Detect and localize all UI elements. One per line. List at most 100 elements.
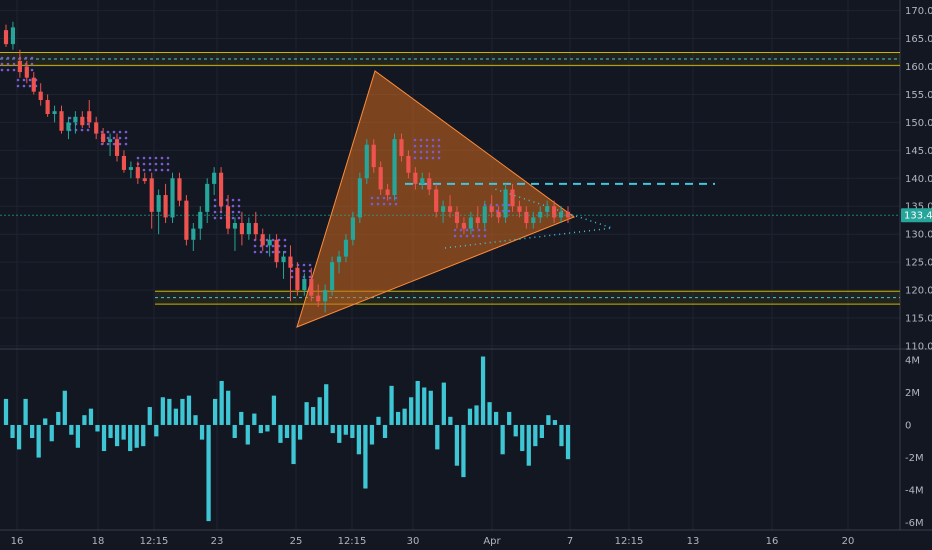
candle bbox=[184, 195, 189, 246]
candle-body bbox=[545, 206, 550, 212]
pattern-dot bbox=[437, 156, 441, 160]
x-tick-label: 16 bbox=[11, 536, 24, 547]
pattern-dot bbox=[370, 196, 374, 200]
candle-body bbox=[170, 178, 175, 218]
pattern-dot bbox=[148, 156, 152, 160]
pattern-dot bbox=[160, 168, 164, 172]
x-tick-label: 12:15 bbox=[338, 536, 367, 547]
pattern-dot bbox=[6, 62, 10, 66]
pattern-dot bbox=[370, 202, 374, 206]
candle-body bbox=[357, 178, 362, 218]
volume-bar bbox=[114, 424, 120, 447]
volume-tick-label: 0 bbox=[905, 420, 911, 431]
volume-bar bbox=[180, 398, 185, 425]
candle bbox=[45, 94, 50, 117]
candle bbox=[246, 217, 251, 240]
candle bbox=[461, 217, 467, 235]
candle-body bbox=[10, 27, 16, 45]
pattern-dot bbox=[22, 78, 26, 82]
candle-body bbox=[454, 211, 460, 224]
pattern-dot bbox=[413, 150, 417, 154]
pattern-dot bbox=[471, 234, 475, 238]
volume-bar bbox=[428, 390, 433, 425]
candle bbox=[552, 200, 557, 224]
y-tick-label: 150.00 bbox=[905, 118, 932, 129]
volume-bar bbox=[520, 424, 525, 452]
candle-body bbox=[468, 217, 473, 229]
candle bbox=[427, 172, 432, 196]
candle bbox=[371, 139, 376, 173]
pattern-dot bbox=[136, 156, 140, 160]
candle bbox=[267, 234, 272, 257]
candle bbox=[288, 245, 293, 302]
candle-body bbox=[316, 295, 321, 302]
candle-body bbox=[427, 178, 432, 190]
volume-bar bbox=[441, 382, 446, 425]
pattern-dot bbox=[437, 138, 441, 142]
candle-body bbox=[503, 189, 508, 218]
candle-body bbox=[184, 200, 189, 240]
volume-bar bbox=[467, 408, 473, 425]
candle bbox=[101, 127, 106, 145]
pattern-dot bbox=[28, 84, 32, 88]
candle bbox=[24, 60, 29, 84]
volume-bar bbox=[513, 424, 518, 437]
candle-body bbox=[101, 133, 106, 142]
pattern-dot bbox=[231, 216, 235, 220]
pattern-dot bbox=[237, 210, 241, 214]
volume-bar bbox=[539, 424, 544, 438]
candle-body bbox=[3, 30, 9, 45]
pattern-dot bbox=[425, 138, 429, 142]
candle bbox=[302, 273, 307, 296]
pattern-dot bbox=[259, 250, 263, 254]
y-tick-label: 160.00 bbox=[905, 62, 932, 73]
candle-body bbox=[461, 223, 467, 229]
candle-body bbox=[510, 189, 515, 207]
candle-body bbox=[45, 100, 50, 115]
pattern-dot bbox=[376, 202, 380, 206]
pattern-dot bbox=[471, 228, 475, 232]
pattern-dot bbox=[459, 234, 463, 238]
pattern-dot bbox=[290, 275, 294, 279]
volume-bar bbox=[493, 411, 499, 425]
y-tick-label: 170.00 bbox=[905, 6, 932, 17]
volume-bar bbox=[88, 408, 94, 425]
volume-bar bbox=[69, 424, 74, 435]
pattern-dot bbox=[308, 275, 312, 279]
candle-body bbox=[198, 211, 203, 229]
pattern-dot bbox=[80, 128, 84, 132]
candle-body bbox=[489, 206, 494, 212]
volume-bar bbox=[448, 416, 453, 425]
x-tick-label: 16 bbox=[766, 536, 779, 547]
candle bbox=[10, 21, 16, 50]
volume-bar bbox=[350, 424, 355, 438]
candle bbox=[73, 111, 78, 134]
candle bbox=[323, 284, 328, 313]
candle bbox=[59, 105, 64, 134]
pattern-dot bbox=[308, 269, 312, 273]
candle-body bbox=[260, 234, 265, 246]
candle-body bbox=[163, 195, 168, 218]
pattern-dot bbox=[465, 234, 469, 238]
volume-bar bbox=[258, 424, 263, 434]
y-tick-label: 145.00 bbox=[905, 146, 932, 157]
candle bbox=[163, 183, 168, 224]
candle-body bbox=[434, 189, 439, 212]
candle-body bbox=[552, 206, 557, 218]
candle-body bbox=[274, 239, 279, 263]
pattern-dot bbox=[30, 62, 34, 66]
candle bbox=[177, 172, 182, 207]
candle bbox=[87, 100, 92, 128]
candle bbox=[107, 133, 113, 156]
pattern-dot bbox=[283, 250, 287, 254]
volume-bar bbox=[62, 390, 67, 425]
candle bbox=[330, 256, 335, 296]
volume-bar bbox=[474, 405, 479, 425]
candle-body bbox=[73, 116, 78, 123]
candle-body bbox=[399, 139, 404, 156]
x-tick-label: 12:15 bbox=[615, 536, 644, 547]
pattern-dot bbox=[231, 198, 235, 202]
volume-bar bbox=[245, 424, 250, 445]
pattern-dot bbox=[507, 209, 511, 213]
